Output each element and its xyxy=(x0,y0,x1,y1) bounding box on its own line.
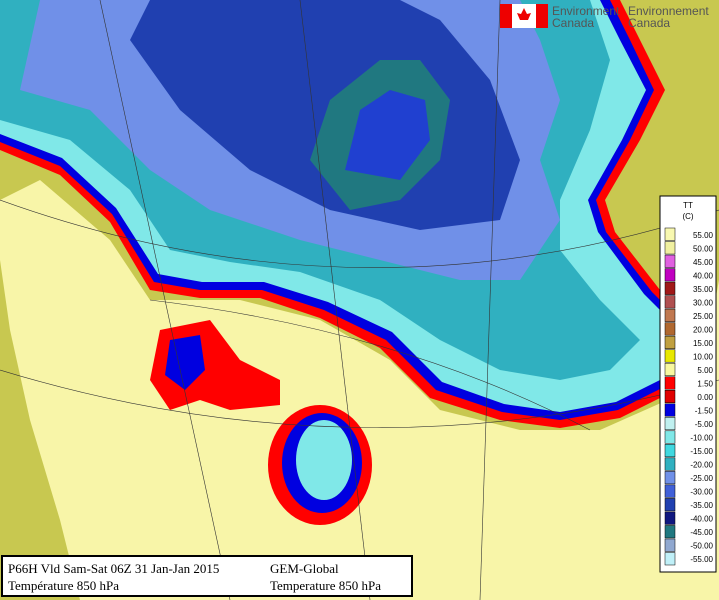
logo: Environment Canada Environnement Canada xyxy=(500,4,709,30)
legend-swatch xyxy=(664,376,676,390)
legend-swatch xyxy=(664,349,676,363)
legend-label: 25.00 xyxy=(693,312,714,321)
legend-swatch xyxy=(664,525,676,539)
legend-label: -45.00 xyxy=(690,528,713,537)
legend-swatch xyxy=(664,322,676,336)
legend-swatch xyxy=(664,268,676,282)
legend-label: 10.00 xyxy=(693,352,714,361)
legend-label: -10.00 xyxy=(690,434,713,443)
legend-swatch xyxy=(664,308,676,322)
legend-swatch xyxy=(664,295,676,309)
info-text: Température 850 hPa xyxy=(8,578,119,593)
legend-swatch xyxy=(664,444,676,458)
info-box: P66H Vld Sam-Sat 06Z 31 Jan-Jan 2015 Tem… xyxy=(1,555,413,597)
info-frame xyxy=(1,555,413,597)
legend-label: -20.00 xyxy=(690,461,713,470)
info-text: P66H Vld Sam-Sat 06Z 31 Jan-Jan 2015 xyxy=(8,561,219,576)
flag-band xyxy=(536,4,548,28)
legend-swatch xyxy=(664,511,676,525)
legend-swatch xyxy=(664,362,676,376)
coldest-core xyxy=(345,90,430,180)
legend-label: 1.50 xyxy=(697,379,713,388)
legend-label: -25.00 xyxy=(690,474,713,483)
legend-swatch xyxy=(664,335,676,349)
legend-label: -15.00 xyxy=(690,447,713,456)
maple-leaf xyxy=(517,8,531,20)
logo-text: Environment xyxy=(552,4,620,18)
logo-text: Canada xyxy=(552,16,594,30)
legend-label: 45.00 xyxy=(693,258,714,267)
legend-swatch xyxy=(664,403,676,417)
blue-patch xyxy=(165,335,205,390)
info-text: Temperature 850 hPa xyxy=(270,578,381,593)
warm-anomaly-cyan xyxy=(296,420,352,500)
flag-band xyxy=(500,4,512,28)
legend-label: -35.00 xyxy=(690,501,713,510)
legend-label: 0.00 xyxy=(697,393,713,402)
legend-label: -1.50 xyxy=(695,407,714,416)
legend-swatch xyxy=(664,389,676,404)
legend-swatch xyxy=(664,241,676,255)
legend-label: 50.00 xyxy=(693,244,714,253)
legend-label: 40.00 xyxy=(693,271,714,280)
legend-label: 35.00 xyxy=(693,285,714,294)
legend-label: -55.00 xyxy=(690,555,713,564)
legend-unit: (C) xyxy=(682,212,693,221)
legend-swatch xyxy=(664,254,676,268)
logo-text: Environnement xyxy=(628,4,709,18)
legend: TT (C) 55.00 50.00 45.00 40.00 35.00 30.00 25.… xyxy=(659,195,717,573)
legend-swatch xyxy=(664,471,676,485)
legend-swatch xyxy=(664,484,676,498)
legend-label: 15.00 xyxy=(693,339,714,348)
legend-swatch xyxy=(664,457,676,471)
legend-swatch xyxy=(664,417,676,431)
logo-text: Canada xyxy=(628,16,670,30)
legend-label: 5.00 xyxy=(697,366,713,375)
legend-title: TT xyxy=(683,201,693,210)
legend-swatch xyxy=(664,281,676,295)
legend-swatch xyxy=(664,538,676,552)
legend-label: -30.00 xyxy=(690,488,713,497)
legend-label: -5.00 xyxy=(695,420,714,429)
legend-swatch xyxy=(664,430,676,444)
legend-swatch xyxy=(664,227,676,241)
info-text: GEM-Global xyxy=(270,561,339,576)
legend-label: 55.00 xyxy=(693,231,714,240)
legend-label: -50.00 xyxy=(690,542,713,551)
warm-region xyxy=(0,180,719,600)
legend-swatch xyxy=(664,498,676,512)
legend-swatch xyxy=(664,552,676,566)
legend-label: 20.00 xyxy=(693,325,714,334)
legend-label: 30.00 xyxy=(693,298,714,307)
legend-label: -40.00 xyxy=(690,515,713,524)
